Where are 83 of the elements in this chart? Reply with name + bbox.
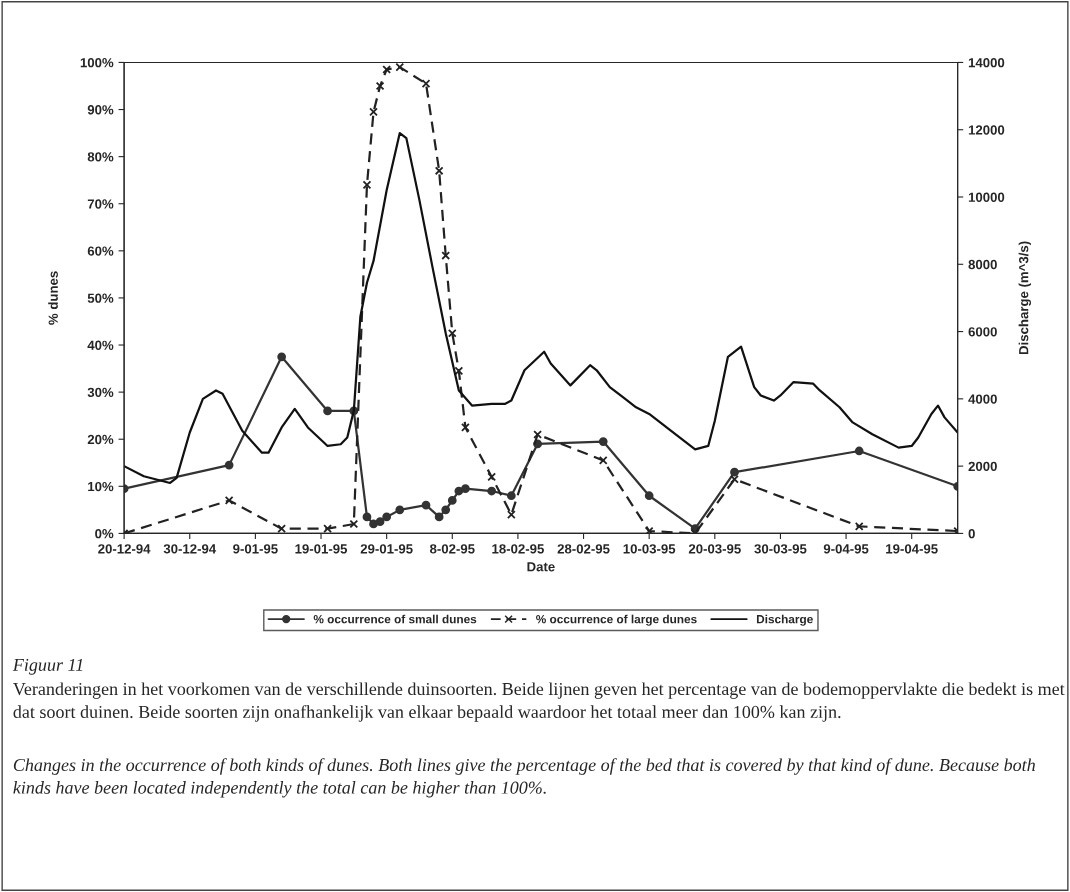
point (730, 474, 739, 484)
y2-tick-label: 8000 (968, 259, 997, 270)
point (362, 512, 372, 522)
y-tick-label: 90% (87, 105, 114, 115)
text: Veranderingen in het voorkomen van de verschillende duinsoorten. Beide lijnen geven het percentage van de bodemoppervlakte die bedekt is met dat soort duinen. Beide soorten zijn onafhankelijk van elkaar bepaald waardoor het totaal meer dan 100% kan zijn. (13, 682, 1065, 722)
x-tick-label: 20-12-94 (98, 544, 151, 554)
point (730, 467, 739, 477)
y-tick-label: 30% (87, 387, 114, 398)
point (434, 512, 444, 522)
y2-tick-label: 14000 (968, 58, 1005, 68)
y-tick-label: 60% (87, 246, 114, 256)
point (421, 500, 431, 510)
x-tick-label: 19-01-95 (295, 544, 348, 554)
point (644, 491, 654, 501)
y-tick-label: 100% (80, 58, 114, 68)
point (461, 423, 470, 432)
legend-label: Discharge (756, 614, 813, 626)
y2-axis-title: Discharge (m^3/s) (1018, 241, 1031, 355)
point (598, 456, 608, 465)
point (224, 496, 234, 505)
point (487, 472, 497, 482)
point (506, 510, 516, 519)
point (395, 62, 405, 72)
y2-tick-label: 2000 (968, 461, 997, 472)
point (323, 524, 332, 534)
y-tick-label: 10% (88, 481, 114, 492)
y2-tick-label: 12000 (968, 125, 1005, 135)
point (382, 65, 392, 74)
y-tick-label: 20% (87, 434, 114, 445)
x-tick-label: 28-02-95 (557, 544, 610, 554)
y-tick-label: 50% (87, 293, 114, 303)
point (854, 521, 864, 531)
y-tick-label: 70% (87, 199, 114, 209)
text: Figuur 11 (12, 658, 83, 675)
point (461, 484, 470, 494)
y2-tick-label: 10000 (968, 192, 1005, 202)
y2-tick-label: 0 (968, 528, 975, 539)
x-tick-label: 9-04-95 (823, 544, 869, 554)
point (395, 505, 405, 515)
y-tick-label: 40% (87, 340, 114, 350)
point (434, 166, 444, 176)
point (506, 491, 516, 501)
x-tick-label: 20-03-95 (688, 544, 741, 554)
point (369, 519, 378, 529)
y-axis-title: % dunes (48, 271, 58, 325)
y2-tick-label: 4000 (968, 394, 997, 404)
legend-label: % occurrence of small dunes (313, 614, 477, 624)
x-tick-label: 18-02-95 (492, 544, 544, 554)
x-tick-label: 9-01-95 (233, 544, 278, 554)
legend-label: % occurrence of large dunes (536, 614, 697, 626)
point (854, 446, 864, 456)
point (441, 505, 451, 515)
x-tick-label: 8-02-95 (429, 544, 475, 554)
point (487, 486, 497, 496)
point (362, 180, 372, 190)
x-tick-label: 30-03-95 (754, 544, 807, 554)
point (375, 517, 385, 527)
point (421, 79, 431, 89)
point (349, 519, 359, 529)
line-series (124, 131, 958, 485)
point (454, 366, 464, 376)
y2-tick-label: 6000 (968, 327, 997, 337)
point (277, 524, 287, 534)
x-tick-label: 10-03-95 (623, 544, 676, 554)
point (375, 81, 385, 91)
x-tick-label: 30-12-94 (163, 544, 217, 554)
y-tick-label: 0% (95, 528, 114, 539)
point (369, 107, 378, 117)
x-axis-title: Date (527, 562, 555, 572)
point (533, 430, 542, 439)
x-tick-label: 29-01-95 (360, 544, 413, 554)
point (447, 328, 457, 338)
point (224, 460, 234, 470)
point (382, 512, 392, 522)
point (644, 526, 654, 534)
point (441, 251, 451, 260)
y-tick-label: 80% (87, 152, 114, 162)
point (323, 406, 332, 416)
point (277, 352, 287, 362)
x-tick-label: 19-04-95 (886, 544, 938, 554)
point (598, 437, 608, 446)
text: Changes in the occurrence of both kinds of dunes. Both lines give the percentage of the bed that is covered by that kind of dune. Because both kinds have been located independently the total can be higher than 100%. (13, 758, 1035, 798)
point (447, 496, 457, 505)
